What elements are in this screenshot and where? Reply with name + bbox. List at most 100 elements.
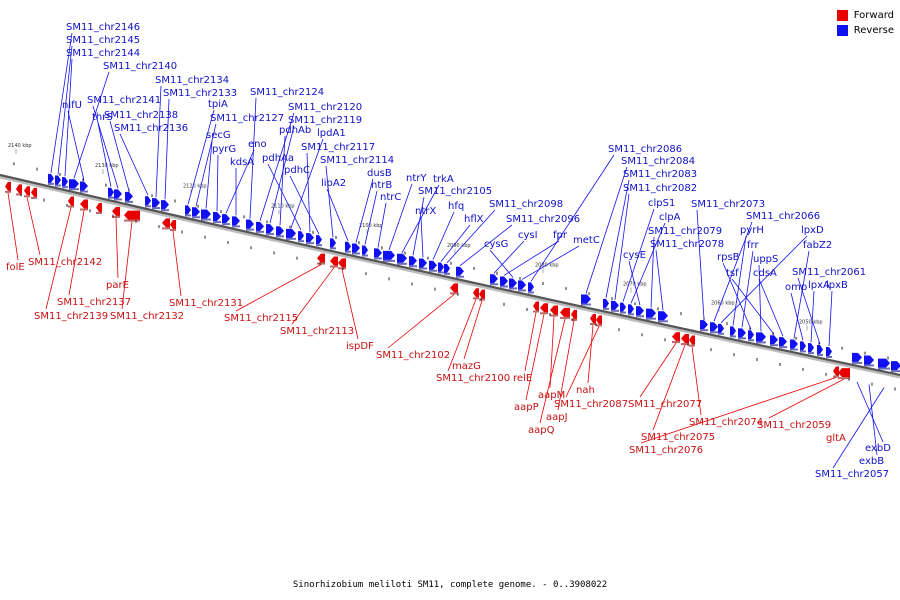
reverse-gene-label: omp (785, 282, 807, 293)
reverse-gene (114, 189, 122, 199)
forward-gene-label: ispDF (346, 341, 374, 352)
gene-shadow (479, 298, 485, 301)
gene-shadow (276, 235, 284, 238)
forward-gene (681, 334, 689, 344)
reverse-gene (374, 248, 382, 258)
reverse-gene (152, 198, 160, 208)
gene-shadow (152, 207, 160, 210)
reverse-gene-label: cdsA (753, 268, 777, 279)
reverse-leader (832, 387, 885, 469)
reverse-gene (456, 266, 464, 276)
scale-tick-label: 2140 kbp (8, 143, 32, 149)
reverse-leader (732, 235, 747, 326)
reverse-gene (429, 260, 437, 270)
reverse-gene-label: SM11_chr2127 (210, 113, 284, 124)
reverse-leader (259, 112, 295, 221)
reverse-leader (164, 98, 170, 200)
gene-shadow (738, 337, 746, 340)
gene-shadow (338, 267, 346, 270)
gene-shadow (201, 218, 211, 221)
gene-shadow (540, 312, 548, 315)
gene-shadow (31, 196, 37, 199)
forward-gene-label: nah (576, 385, 595, 396)
gene-shadow (48, 182, 54, 185)
reverse-gene-label: nifU (62, 100, 82, 111)
reverse-gene-label: trkA (433, 174, 454, 185)
forward-gene (330, 256, 338, 266)
reverse-gene (518, 280, 526, 290)
scale-tick-label: 2120 kbp (183, 183, 207, 189)
reverse-leader (731, 278, 775, 335)
reverse-gene (710, 322, 718, 332)
forward-gene (571, 309, 577, 319)
forward-leader (640, 377, 837, 444)
gene-shadow (581, 303, 591, 306)
reverse-gene-label: SM11_chr2096 (506, 214, 580, 225)
forward-gene-label: SM11_chr2059 (757, 420, 831, 431)
reverse-gene (817, 345, 823, 355)
reverse-gene-label: SM11_chr2141 (87, 95, 161, 106)
gene-shadow (891, 370, 900, 373)
reverse-gene (603, 298, 609, 308)
reverse-gene (397, 253, 407, 263)
reverse-leader (249, 97, 257, 219)
forward-leader (524, 312, 537, 372)
reverse-gene-label: exbB (859, 456, 884, 467)
reverse-gene-label: rpsB (717, 252, 740, 263)
reverse-leader (64, 58, 73, 177)
reverse-gene (878, 358, 890, 368)
reverse-leader (109, 120, 130, 191)
gene-shadow (362, 254, 368, 257)
forward-gene-label: SM11_chr2115 (224, 313, 298, 324)
gene-shadow (509, 287, 517, 290)
gene-shadow (96, 211, 102, 214)
reverse-gene (352, 243, 360, 253)
reverse-gene-label: lpxB (826, 280, 848, 291)
legend-reverse: Reverse (836, 23, 894, 38)
forward-gene (5, 181, 11, 191)
reverse-gene (748, 330, 754, 340)
forward-leader (549, 316, 555, 389)
gene-shadow (550, 314, 558, 317)
forward-gene-label: SM11_chr2132 (110, 311, 184, 322)
reverse-leader (440, 224, 471, 262)
reverse-gene (362, 245, 368, 255)
reverse-gene-label: SM11_chr2083 (623, 169, 697, 180)
reverse-gene (528, 282, 534, 292)
reverse-gene (636, 306, 644, 316)
forward-gene-label: SM11_chr2142 (28, 257, 102, 268)
reverse-gene-label: cysI (518, 230, 538, 241)
gene-shadow (429, 269, 437, 272)
forward-gene (68, 196, 74, 206)
gene-shadow (518, 289, 526, 292)
gene-shadow (826, 355, 832, 358)
gene-shadow (409, 265, 417, 268)
forward-gene (560, 307, 570, 317)
gene-shadow (16, 193, 22, 196)
reverse-leader (289, 175, 320, 235)
reverse-gene-label: pyrG (212, 144, 236, 155)
forward-leader (652, 344, 686, 431)
reverse-gene-label: hflX (464, 214, 484, 225)
gene-shadow (232, 225, 240, 228)
reverse-gene-label: SM11_chr2079 (648, 226, 722, 237)
reverse-gene-label: lpxD (801, 225, 824, 236)
reverse-gene (409, 256, 417, 266)
reverse-leader (326, 188, 349, 241)
reverse-gene (611, 300, 619, 310)
reverse-gene-label: SM11_chr2140 (103, 61, 177, 72)
forward-gene (479, 289, 485, 299)
forward-gene (124, 210, 140, 220)
forward-leader (557, 320, 575, 411)
reverse-gene-label: SM11_chr2078 (650, 239, 724, 250)
reverse-leader (758, 278, 784, 337)
reverse-gene (69, 179, 79, 189)
forward-gene (450, 283, 458, 293)
reverse-leader (793, 250, 810, 339)
reverse-leader (279, 135, 286, 226)
reverse-leader (489, 249, 514, 278)
reverse-leader (628, 260, 641, 306)
reverse-gene (891, 361, 900, 371)
reverse-gene-label: uppS (753, 254, 778, 265)
gene-shadow (838, 377, 850, 380)
